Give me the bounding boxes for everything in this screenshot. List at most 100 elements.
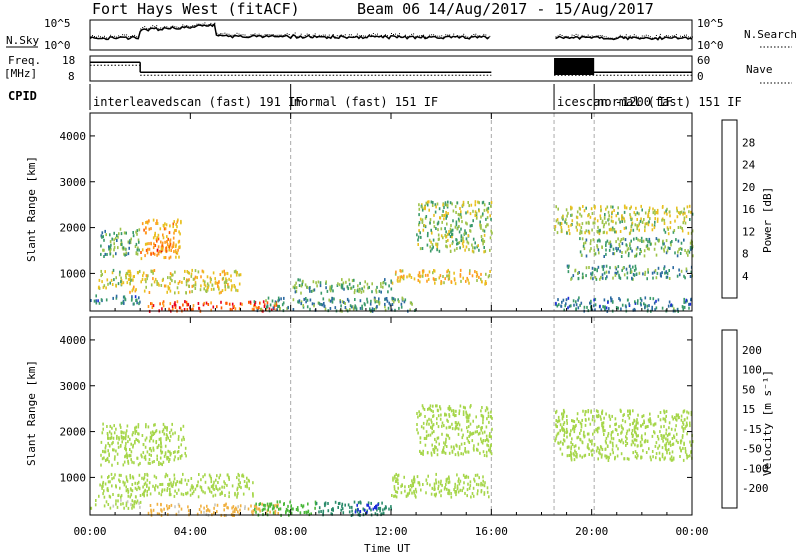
echo-pixel [443, 214, 445, 217]
echo-pixel [678, 247, 680, 251]
echo-pixel [238, 307, 241, 311]
echo-pixel [239, 273, 242, 277]
echo-pixel [192, 490, 195, 494]
echo-pixel [571, 219, 574, 223]
echo-pixel [490, 435, 492, 439]
echo-pixel [109, 495, 112, 499]
echo-pixel [102, 492, 104, 496]
echo-pixel [105, 233, 107, 237]
echo-pixel [242, 492, 245, 496]
echo-pixel [570, 429, 572, 433]
echo-pixel [598, 448, 601, 452]
echo-pixel [287, 504, 289, 508]
echo-pixel [659, 430, 661, 434]
echo-pixel [427, 474, 429, 478]
echo-pixel [663, 267, 665, 271]
echo-pixel [410, 276, 413, 279]
echo-pixel [146, 472, 148, 476]
echo-pixel [199, 288, 202, 292]
echo-pixel [379, 506, 382, 510]
echo-pixel [455, 493, 457, 497]
nsearch-point [170, 26, 172, 28]
echo-pixel [430, 200, 433, 204]
echo-pixel [675, 238, 677, 242]
echo-pixel [372, 507, 375, 511]
echo-pixel [634, 431, 637, 434]
echo-pixel [319, 302, 321, 306]
echo-pixel [370, 501, 372, 505]
echo-pixel [596, 239, 599, 243]
echo-pixel [599, 415, 602, 419]
echo-pixel [264, 507, 266, 511]
echo-pixel [110, 435, 113, 439]
echo-pixel [482, 418, 484, 422]
nsearch-point [364, 35, 366, 37]
echo-pixel [619, 249, 621, 253]
echo-pixel [178, 230, 180, 234]
echo-pixel [445, 244, 447, 248]
echo-pixel [609, 424, 611, 428]
echo-pixel [468, 204, 470, 208]
echo-pixel [611, 298, 613, 302]
echo-pixel [205, 301, 208, 305]
echo-pixel [441, 483, 443, 487]
echo-pixel [455, 238, 457, 242]
x-tick-label: 12:00 [374, 525, 407, 538]
echo-pixel [168, 248, 170, 252]
nsearch-point [322, 34, 324, 36]
echo-pixel [262, 507, 265, 511]
echo-pixel [602, 425, 605, 429]
echo-pixel [654, 209, 656, 213]
echo-pixel [177, 218, 179, 222]
echo-pixel [211, 484, 214, 488]
echo-pixel [418, 414, 421, 417]
echo-pixel [585, 254, 588, 258]
echo-pixel [573, 303, 575, 307]
echo-pixel [598, 251, 600, 255]
echo-pixel [314, 502, 317, 506]
echo-pixel [576, 228, 578, 232]
echo-pixel [397, 298, 399, 302]
echo-pixel [204, 473, 206, 477]
echo-pixel [612, 220, 614, 224]
echo-pixel [617, 447, 619, 451]
echo-pixel [411, 302, 413, 306]
echo-pixel [156, 446, 159, 450]
echo-pixel [433, 430, 435, 434]
echo-pixel [692, 254, 694, 258]
echo-pixel [592, 432, 594, 436]
echo-pixel [109, 240, 112, 244]
echo-pixel [235, 288, 237, 292]
echo-pixel [356, 289, 359, 293]
echo-pixel [642, 272, 644, 276]
nsearch-point [473, 34, 475, 35]
echo-pixel [393, 474, 396, 478]
nsearch-point [467, 36, 469, 38]
echo-pixel [577, 276, 580, 280]
noise-panel-frame [89, 19, 693, 51]
echo-pixel [614, 422, 617, 426]
echo-pixel [164, 452, 167, 456]
echo-pixel [349, 308, 351, 311]
echo-pixel [256, 507, 258, 511]
echo-pixel [607, 210, 610, 214]
echo-pixel [135, 437, 137, 441]
echo-pixel [213, 287, 215, 291]
echo-pixel [396, 477, 398, 481]
echo-pixel [157, 237, 160, 241]
echo-pixel [431, 424, 434, 428]
echo-pixel [456, 247, 458, 250]
echo-pixel [605, 277, 607, 281]
echo-pixel [130, 493, 133, 497]
echo-pixel [221, 485, 223, 489]
echo-pixel [615, 271, 618, 275]
echo-pixel [630, 228, 632, 232]
echo-pixel [594, 303, 597, 307]
echo-pixel [162, 233, 164, 237]
echo-pixel [300, 291, 302, 295]
echo-pixel [472, 419, 474, 423]
echo-pixel [480, 277, 482, 281]
nsearch-point [358, 35, 360, 37]
nsearch-point [575, 33, 577, 35]
echo-pixel [361, 304, 363, 308]
